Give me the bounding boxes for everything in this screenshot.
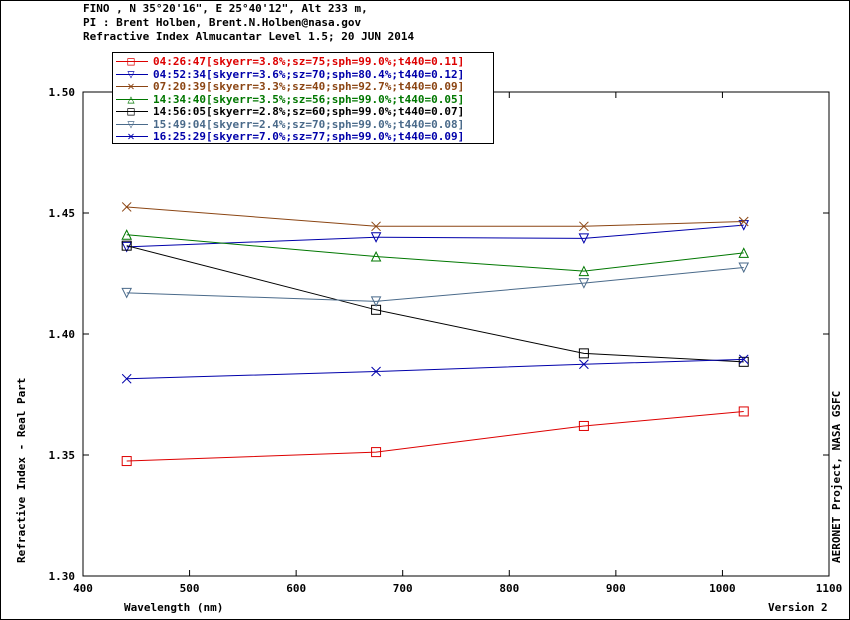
- legend-line: [116, 86, 148, 87]
- legend-entry: △ 14:34:40[skyerr=3.5%;sz=56;sph=99.0%;t4…: [113, 93, 493, 106]
- data-point-triangle-down: [121, 241, 133, 253]
- x-tick-label: 1100: [816, 582, 843, 595]
- x-tick-label: 900: [606, 582, 626, 595]
- legend-entry: ▽ 15:49:04[skyerr=2.4%;sz=70;sph=99.0%;t4…: [113, 118, 493, 131]
- legend-label: 14:34:40[skyerr=3.5%;sz=56;sph=99.0%;t44…: [153, 92, 465, 106]
- product-line: Refractive Index Almucantar Level 1.5; 2…: [83, 30, 415, 43]
- pi-line: PI : Brent Holben, Brent.N.Holben@nasa.g…: [83, 16, 362, 29]
- version-label: Version 2: [768, 601, 828, 614]
- legend-label: 04:52:34[skyerr=3.6%;sz=70;sph=80.4%;t44…: [153, 67, 465, 81]
- series-line: [126, 206, 744, 227]
- y-axis-label: Refractive Index - Real Part: [15, 378, 28, 563]
- legend-entry: □ 14:56:05[skyerr=2.8%;sz=60;sph=99.0%;t4…: [113, 105, 493, 118]
- x-tick-label: 800: [499, 582, 519, 595]
- data-point-triangle-up: [370, 250, 382, 262]
- x-tick-label: 1000: [709, 582, 736, 595]
- y-tick-label: 1.30: [49, 570, 76, 583]
- data-point-triangle-up: [578, 265, 590, 277]
- series-line: [126, 224, 744, 248]
- site-title: FINO , N 35°20'16", E 25°40'12", Alt 233…: [83, 2, 368, 15]
- y-tick-label: 1.35: [49, 449, 76, 462]
- x-tick-label: 600: [286, 582, 306, 595]
- x-tick-label: 400: [73, 582, 93, 595]
- data-point-square: [738, 356, 749, 367]
- legend-line: [116, 136, 148, 137]
- data-point-triangle-down: [738, 262, 750, 274]
- legend-marker-square: □: [127, 54, 135, 68]
- x-tick-label: 700: [393, 582, 413, 595]
- series-4: [121, 240, 749, 367]
- legend-marker-x: ✕: [127, 79, 135, 93]
- data-point-x: [371, 366, 381, 377]
- y-tick-label: 1.40: [49, 328, 76, 341]
- data-point-triangle-up: [121, 229, 133, 240]
- legend-label: 15:49:04[skyerr=2.4%;sz=70;sph=99.0%;t44…: [153, 117, 465, 131]
- y-tick-label: 1.50: [49, 86, 76, 99]
- data-point-x: [121, 202, 132, 212]
- data-point-square: [738, 406, 749, 417]
- legend-entry: ✕ 16:25:29[skyerr=7.0%;sz=77;sph=99.0%;t4…: [113, 130, 493, 143]
- legend-line: [116, 111, 148, 112]
- legend-entry: ▽ 04:52:34[skyerr=3.6%;sz=70;sph=80.4%;t4…: [113, 68, 493, 81]
- data-point-x: [121, 373, 132, 384]
- legend-marker-triangle-down: ▽: [127, 116, 135, 131]
- data-point-square: [371, 447, 382, 458]
- data-point-triangle-down: [578, 278, 590, 289]
- data-point-triangle-down: [370, 232, 382, 243]
- legend-marker-x: ✕: [127, 129, 135, 143]
- y-tick-label: 1.45: [49, 207, 76, 220]
- series-line: [126, 245, 744, 363]
- x-tick-label: 500: [180, 582, 200, 595]
- data-point-triangle-down: [370, 296, 382, 307]
- x-axis-label: Wavelength (nm): [124, 601, 223, 614]
- legend-line: [116, 61, 148, 62]
- data-point-x: [371, 221, 381, 232]
- legend-label: 14:56:05[skyerr=2.8%;sz=60;sph=99.0%;t44…: [153, 105, 465, 118]
- legend-line: [116, 98, 148, 100]
- data-point-x: [579, 221, 589, 232]
- series-0: [121, 406, 749, 467]
- data-point-square: [121, 456, 132, 467]
- data-point-x: [738, 216, 749, 227]
- data-point-square: [578, 420, 589, 431]
- series-6: [121, 354, 749, 384]
- legend-entry: ✕ 07:20:39[skyerr=3.3%;sz=40;sph=92.7%;t4…: [113, 80, 493, 93]
- series-line: [126, 410, 744, 462]
- data-point-triangle-down: [738, 220, 750, 231]
- data-point-square: [578, 348, 589, 359]
- series-line: [126, 266, 744, 302]
- data-point-triangle-down: [578, 233, 590, 245]
- data-point-x: [579, 359, 589, 370]
- data-point-x: [738, 354, 749, 365]
- data-point-triangle-up: [738, 247, 750, 258]
- series-5: [121, 262, 750, 307]
- legend-label: 04:26:47[skyerr=3.8%;sz=75;sph=99.0%;t44…: [153, 55, 465, 68]
- legend-entry: □ 04:26:47[skyerr=3.8%;sz=75;sph=99.0%;t4…: [113, 55, 493, 68]
- legend-label: 07:20:39[skyerr=3.3%;sz=40;sph=92.7%;t44…: [153, 80, 465, 93]
- legend-line: [116, 123, 148, 125]
- legend: □ 04:26:47[skyerr=3.8%;sz=75;sph=99.0%;t4…: [112, 52, 494, 144]
- side-credit-label: AERONET Project, NASA GSFC: [830, 391, 843, 563]
- series-3: [121, 229, 750, 277]
- plot-area: [82, 91, 830, 577]
- series-1: [121, 220, 750, 253]
- legend-marker-triangle-down: ▽: [127, 66, 135, 81]
- data-point-triangle-down: [121, 287, 133, 299]
- legend-label: 16:25:29[skyerr=7.0%;sz=77;sph=99.0%;t44…: [153, 130, 465, 143]
- data-point-square: [121, 240, 132, 251]
- legend-marker-triangle-up: △: [127, 91, 135, 106]
- legend-line: [116, 73, 148, 75]
- legend-marker-square: □: [127, 104, 135, 118]
- series-line: [126, 234, 744, 272]
- series-2: [121, 202, 749, 232]
- series-line: [126, 358, 744, 380]
